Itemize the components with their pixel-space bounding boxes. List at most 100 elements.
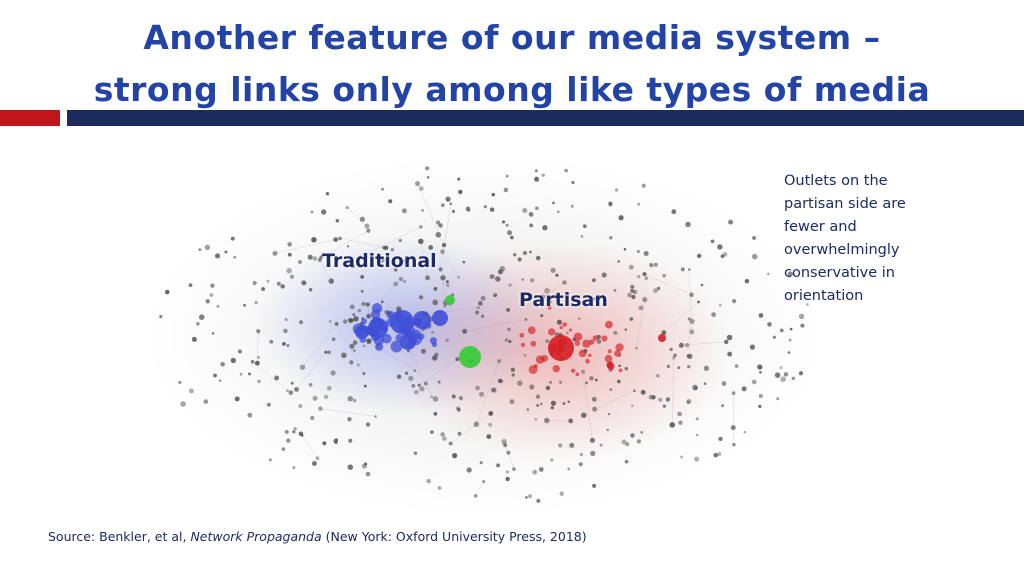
network-node	[451, 209, 455, 213]
network-node	[688, 268, 691, 271]
network-node	[218, 379, 222, 382]
network-node	[730, 425, 736, 431]
partisan-node	[547, 328, 556, 336]
network-node	[455, 357, 460, 362]
network-node	[711, 312, 716, 318]
partisan-node	[592, 335, 599, 341]
network-node	[783, 372, 789, 377]
network-node	[347, 464, 354, 470]
network-node	[497, 359, 502, 364]
network-node	[592, 483, 597, 488]
network-node	[501, 220, 506, 224]
partisan-node	[614, 350, 621, 357]
network-node	[505, 223, 509, 227]
network-node	[188, 283, 193, 288]
network-node	[637, 274, 641, 279]
partisan-node	[588, 353, 592, 358]
network-node	[787, 351, 791, 354]
network-node	[541, 173, 545, 177]
network-node	[511, 373, 515, 377]
network-node	[475, 385, 480, 391]
network-node	[286, 343, 290, 348]
network-node	[529, 384, 535, 390]
network-node	[550, 458, 554, 462]
network-node	[665, 397, 671, 402]
network-node	[435, 231, 442, 238]
network-node	[349, 304, 355, 310]
network-node	[280, 284, 285, 289]
network-node	[203, 399, 209, 404]
network-node	[503, 187, 509, 193]
network-node	[544, 287, 550, 294]
network-node	[250, 359, 255, 364]
network-node	[364, 223, 370, 229]
network-node	[596, 339, 602, 344]
network-node	[759, 371, 762, 374]
network-node	[649, 263, 654, 268]
network-node	[293, 427, 297, 431]
network-node	[333, 438, 339, 444]
network-node	[524, 318, 528, 321]
network-node	[248, 372, 251, 376]
network-node	[488, 411, 494, 416]
network-node	[347, 317, 353, 323]
network-node	[662, 273, 666, 278]
network-node	[508, 283, 512, 287]
traditional-hub	[432, 310, 448, 326]
network-node	[623, 247, 627, 251]
network-node	[360, 289, 364, 293]
network-node	[488, 422, 493, 427]
network-node	[457, 431, 462, 436]
network-node	[791, 376, 796, 381]
network-node	[330, 370, 336, 376]
source-citation: Source: Benkler, et al, Network Propagan…	[48, 529, 587, 544]
network-node	[418, 295, 424, 300]
network-edge	[301, 435, 318, 459]
network-hubs	[352, 295, 666, 377]
network-node	[506, 307, 511, 312]
network-node	[653, 288, 658, 294]
network-node	[549, 380, 552, 384]
network-node	[365, 471, 371, 477]
network-node	[437, 380, 441, 384]
network-node	[331, 337, 336, 342]
network-node	[505, 174, 509, 178]
network-node	[286, 389, 289, 393]
network-node	[402, 279, 407, 283]
traditional-hub	[368, 318, 388, 338]
network-node	[180, 401, 186, 407]
network-node	[433, 287, 438, 291]
network-node	[211, 332, 215, 335]
network-node	[274, 375, 280, 381]
slide-title-line-2: strong links only among like types of me…	[93, 70, 931, 109]
network-node	[653, 262, 658, 267]
network-node	[379, 257, 385, 263]
highlight-hub	[459, 346, 481, 368]
network-node	[779, 328, 784, 333]
network-node	[312, 395, 318, 401]
network-node	[640, 431, 644, 434]
network-node	[396, 374, 402, 379]
network-node	[438, 267, 443, 272]
network-node	[718, 436, 723, 442]
network-node	[491, 192, 496, 197]
network-node	[621, 439, 627, 445]
network-node	[661, 330, 667, 336]
network-node	[545, 339, 550, 343]
network-node	[489, 274, 495, 280]
network-node	[234, 396, 240, 402]
network-node	[517, 380, 523, 386]
network-node	[491, 387, 497, 393]
network-node	[283, 328, 288, 334]
network-node	[567, 400, 571, 404]
network-node	[365, 302, 370, 307]
network-node	[311, 237, 317, 243]
network-node	[590, 450, 596, 457]
network-node	[489, 207, 495, 212]
network-node	[393, 267, 398, 272]
network-node	[780, 376, 786, 383]
network-node	[776, 397, 780, 401]
partisan-node	[559, 325, 563, 330]
network-node	[743, 430, 747, 434]
partisan-node	[607, 349, 612, 354]
